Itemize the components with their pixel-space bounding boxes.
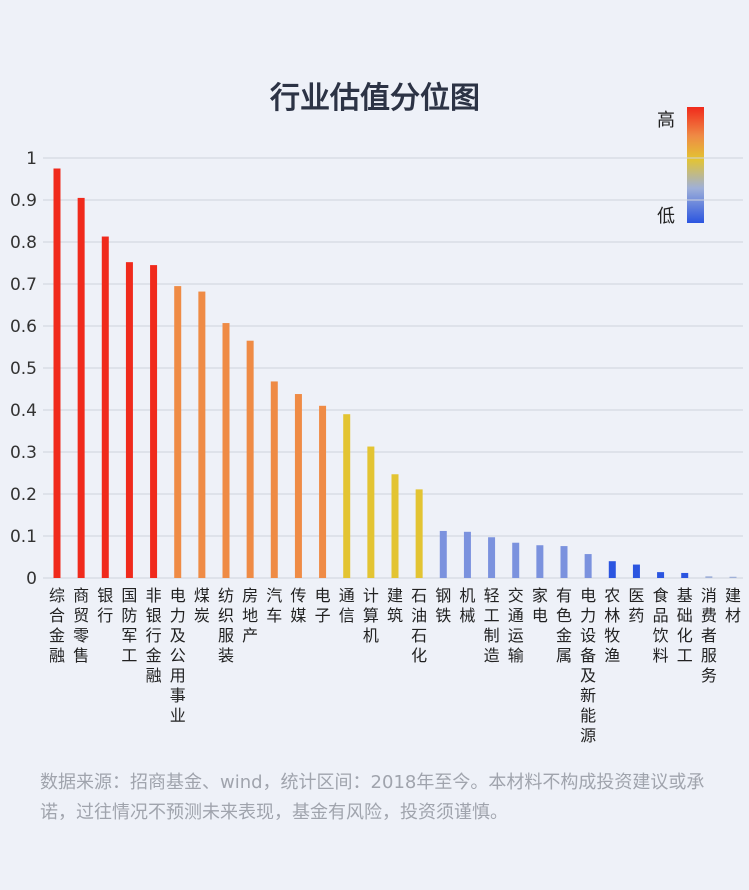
x-category-label: 有色金属 [556,586,572,665]
bar-21 [536,545,544,578]
bar-14 [367,446,375,578]
bar-20 [512,542,520,578]
bars [53,168,737,579]
bar-8 [222,323,230,578]
x-category-label: 医药 [628,586,644,625]
bar-19 [488,537,496,578]
x-category-label: 煤炭 [194,586,210,625]
y-tick-label: 0.3 [10,443,37,463]
bar-13 [343,414,351,578]
bar-17 [439,530,447,578]
y-tick-label: 0.4 [10,401,37,421]
bar-9 [246,340,254,578]
bar-6 [174,286,182,578]
x-category-label: 传媒 [290,586,306,625]
y-axis-ticks: 0 0.1 0.2 0.3 0.4 0.5 0.6 0.7 0.8 0.9 1 [10,149,37,589]
bar-27 [681,572,689,578]
y-tick-label: 0.5 [10,359,37,379]
bar-chart: 行业估值分位图 高 低 0 0.1 0.2 0.3 0.4 0.5 0.6 0.7 0.8 0.9… [10,81,743,745]
bar-3 [101,236,109,579]
y-tick-label: 0.8 [10,233,37,253]
bar-26 [657,572,665,578]
chart-title: 行业估值分位图 [269,81,480,116]
x-category-label: 建筑 [387,586,403,625]
x-category-label: 消费者服务 [701,586,717,685]
bar-15 [391,474,399,578]
x-category-label: 建材 [725,586,741,625]
bar-23 [584,554,592,578]
bar-10 [270,381,278,578]
x-category-label: 轻工制造 [484,586,500,665]
bar-28 [705,576,713,578]
x-category-label: 计算机 [363,586,379,645]
x-category-label: 钢铁 [435,586,451,625]
y-tick-label: 0 [26,569,37,589]
bar-5 [150,265,158,578]
bar-24 [608,561,616,578]
source-footnote: 数据来源：招商基金、wind，统计区间：2018年至今。本材料不构成投资建议或承… [40,772,705,823]
bar-4 [125,262,133,578]
bar-18 [463,531,471,578]
x-category-label: 基础化工 [677,586,693,665]
legend-low-label: 低 [657,206,675,227]
x-category-label: 纺织服装 [218,586,234,665]
bar-22 [560,546,568,578]
x-category-label: 食品饮料 [653,586,669,665]
bar-7 [198,291,206,578]
x-category-label: 电力及公用事业 [170,586,186,725]
bar-16 [415,489,423,578]
x-category-label: 农林牧渔 [604,586,620,665]
x-category-label: 商贸零售 [73,586,89,665]
x-category-label: 通信 [339,586,355,625]
x-axis-labels: 综合金融商贸零售银行国防军工非银行金融电力及公用事业煤炭纺织服装房地产汽车传媒电… [49,586,741,745]
legend-high-label: 高 [657,110,675,131]
x-category-label: 国防军工 [121,586,137,665]
y-tick-label: 0.9 [10,191,37,211]
x-category-label: 电子 [315,586,331,625]
x-category-label: 综合金融 [49,586,65,665]
bar-1 [53,168,61,578]
y-tick-label: 0.1 [10,527,37,547]
y-tick-label: 0.7 [10,275,37,295]
x-category-label: 石油石化 [411,586,427,665]
color-legend: 高 低 [657,107,704,227]
x-category-label: 银行 [97,586,113,625]
x-category-label: 家电 [532,586,548,625]
y-tick-label: 1 [26,149,37,169]
bar-12 [319,405,327,578]
y-tick-label: 0.2 [10,485,37,505]
bar-2 [77,197,85,578]
x-category-label: 电力设备及新能源 [580,586,596,745]
bar-11 [294,394,302,578]
x-category-label: 交通运输 [508,586,524,665]
grid-lines [43,157,743,579]
bar-29 [729,576,737,578]
x-category-label: 汽车 [266,586,282,625]
x-category-label: 房地产 [242,586,258,645]
y-tick-label: 0.6 [10,317,37,337]
x-category-label: 非银行金融 [146,586,162,685]
bar-25 [632,564,640,578]
legend-gradient-bar [687,107,704,223]
x-category-label: 机械 [459,586,475,625]
